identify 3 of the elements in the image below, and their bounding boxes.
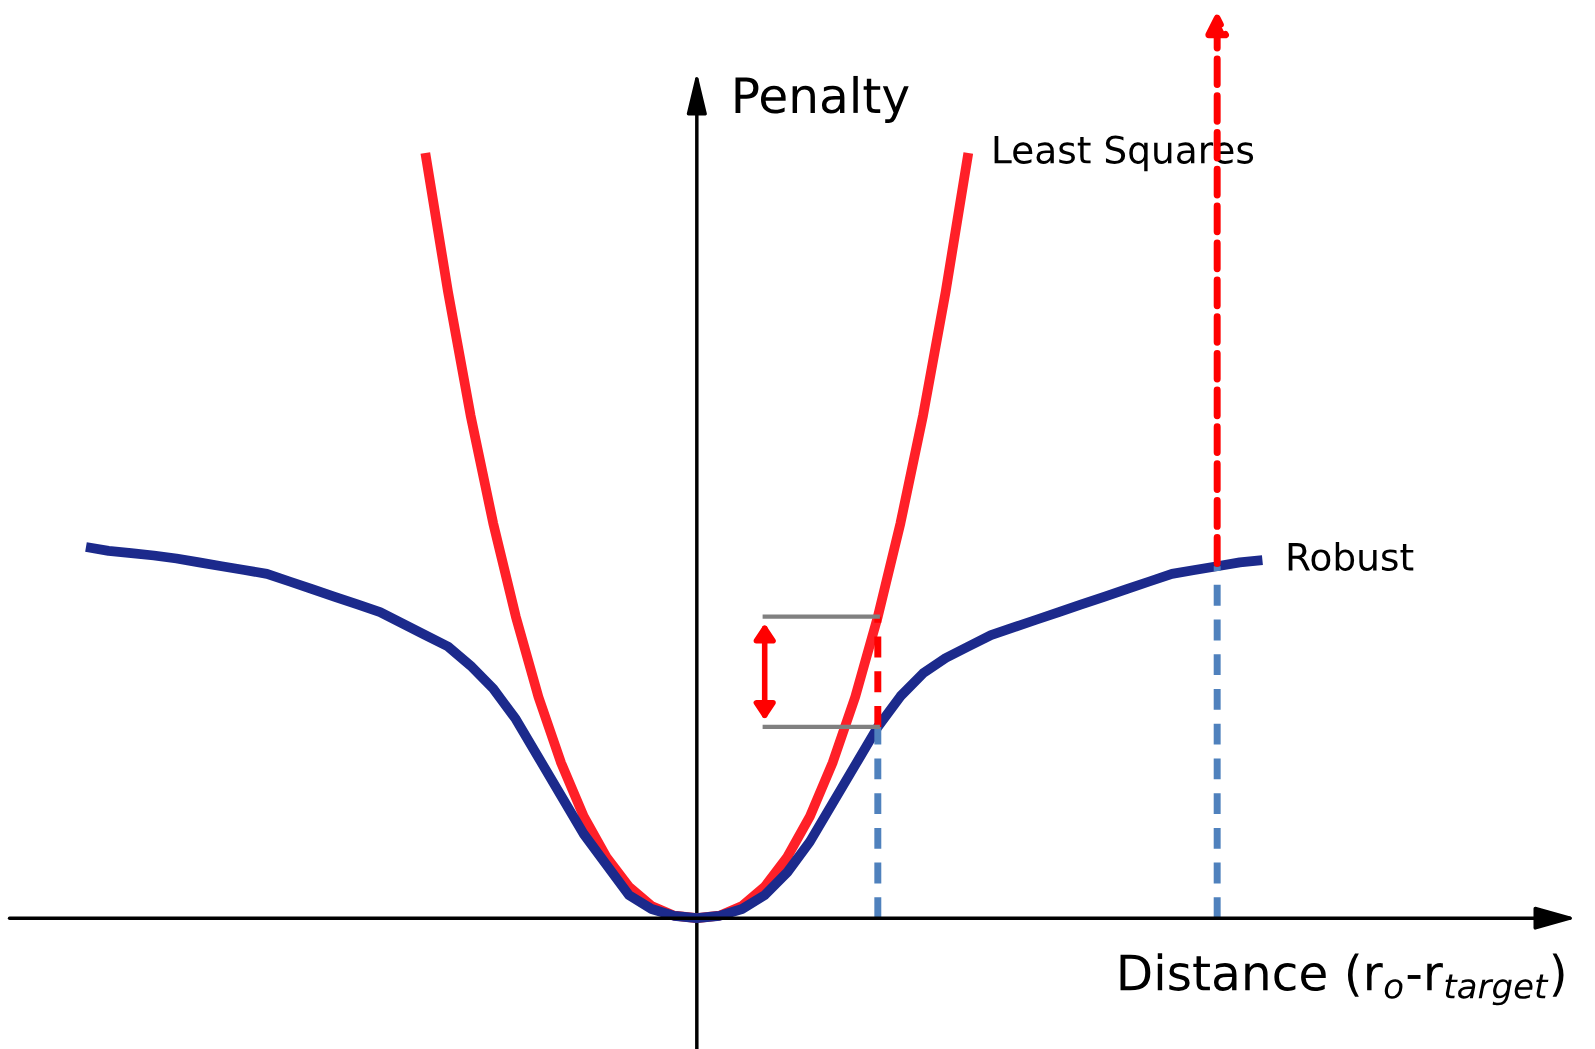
x-axis-title: Distance (r$_{o}$-r$_{target}$) [1120, 953, 1564, 1006]
series-label: Robust [1288, 541, 1414, 571]
y-axis-title: Penalty [735, 75, 909, 123]
